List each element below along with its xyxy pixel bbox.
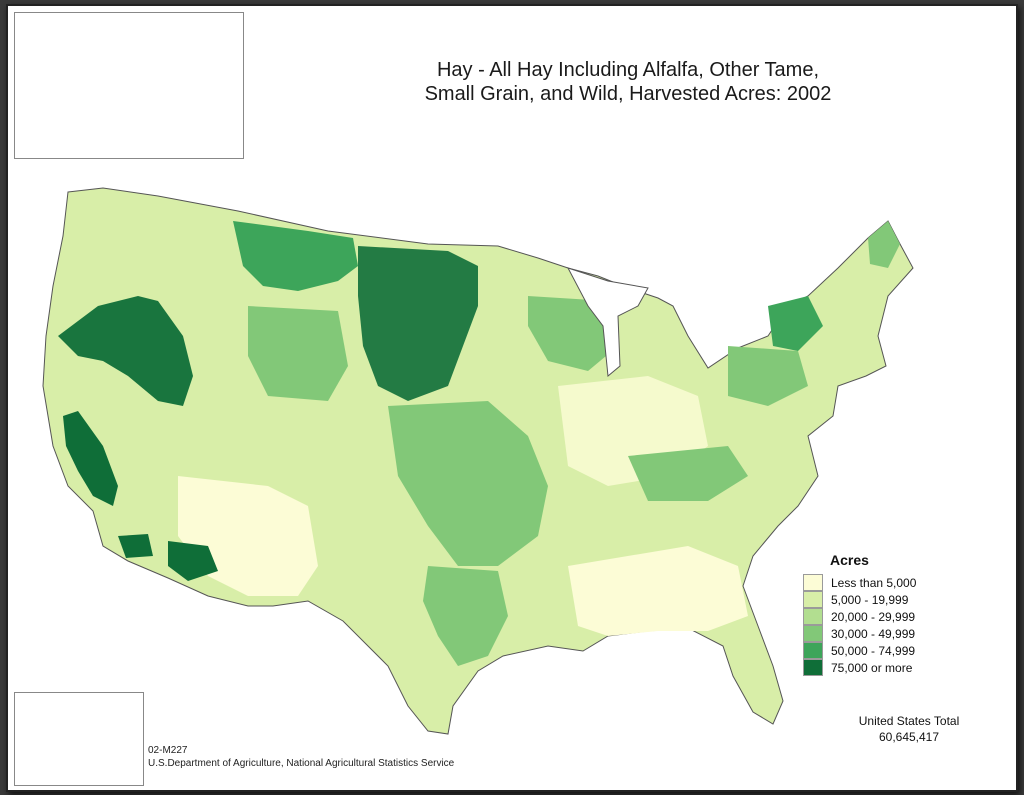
alaska-inset (14, 12, 244, 159)
region-wyoming-mid (248, 306, 348, 401)
legend-label: 50,000 - 74,999 (831, 643, 916, 658)
legend-swatch (803, 642, 823, 659)
legend-swatch (803, 608, 823, 625)
legend-swatch (803, 625, 823, 642)
legend-swatch (803, 574, 823, 591)
legend-item: 20,000 - 29,999 (803, 608, 916, 625)
legend: Acres Less than 5,000 5,000 - 19,999 20,00… (803, 552, 916, 676)
legend-item: 75,000 or more (803, 659, 916, 676)
map-title: Hay - All Hay Including Alfalfa, Other T… (368, 58, 888, 106)
great-lakes-shape (566, 267, 649, 377)
title-line-2: Small Grain, and Wild, Harvested Acres: … (424, 83, 832, 105)
legend-item: 50,000 - 74,999 (803, 642, 916, 659)
region-pennsylvania-mid (728, 346, 808, 406)
region-montana-dark (233, 221, 358, 291)
map-frame: Hay - All Hay Including Alfalfa, Other T… (6, 4, 1018, 792)
region-plains-mid (388, 401, 548, 566)
legend-swatch (803, 591, 823, 608)
source-credit: U.S.Department of Agriculture, National … (148, 758, 455, 769)
hawaii-inset (14, 692, 144, 786)
region-texas-mid (423, 566, 508, 666)
region-southeast-light (568, 546, 748, 636)
legend-item: 5,000 - 19,999 (803, 591, 916, 608)
map-code: 02-M227 (148, 745, 188, 756)
region-arizona-dark (168, 541, 218, 581)
legend-item: Less than 5,000 (803, 574, 916, 591)
us-total-label: United States Total (858, 714, 960, 728)
legend-label: 20,000 - 29,999 (831, 609, 916, 624)
legend-label: Less than 5,000 (831, 575, 917, 590)
legend-label: 75,000 or more (831, 660, 913, 675)
legend-label: 30,000 - 49,999 (831, 626, 916, 641)
region-oregon-nevada-dark (58, 296, 193, 406)
region-kentucky-mid (628, 446, 748, 501)
region-new-york-dark (768, 296, 823, 351)
region-california-south-dark (118, 534, 153, 558)
region-california-central (63, 411, 118, 506)
legend-items: Less than 5,000 5,000 - 19,999 20,000 - 29… (803, 574, 916, 676)
region-maine-mid (868, 221, 900, 268)
legend-label: 5,000 - 19,999 (831, 592, 909, 607)
title-line-1: Hay - All Hay Including Alfalfa, Other T… (436, 59, 820, 81)
choropleth-map (30, 27, 914, 779)
footer: 02-M227 U.S.Department of Agriculture, N… (148, 744, 454, 770)
region-dakotas-dark (358, 246, 478, 401)
legend-title: Acres (830, 552, 869, 568)
us-total-value: 60,645,417 (878, 730, 940, 744)
legend-item: 30,000 - 49,999 (803, 625, 916, 642)
us-total: United States Total 60,645,417 (834, 713, 984, 745)
legend-swatch (803, 659, 823, 676)
